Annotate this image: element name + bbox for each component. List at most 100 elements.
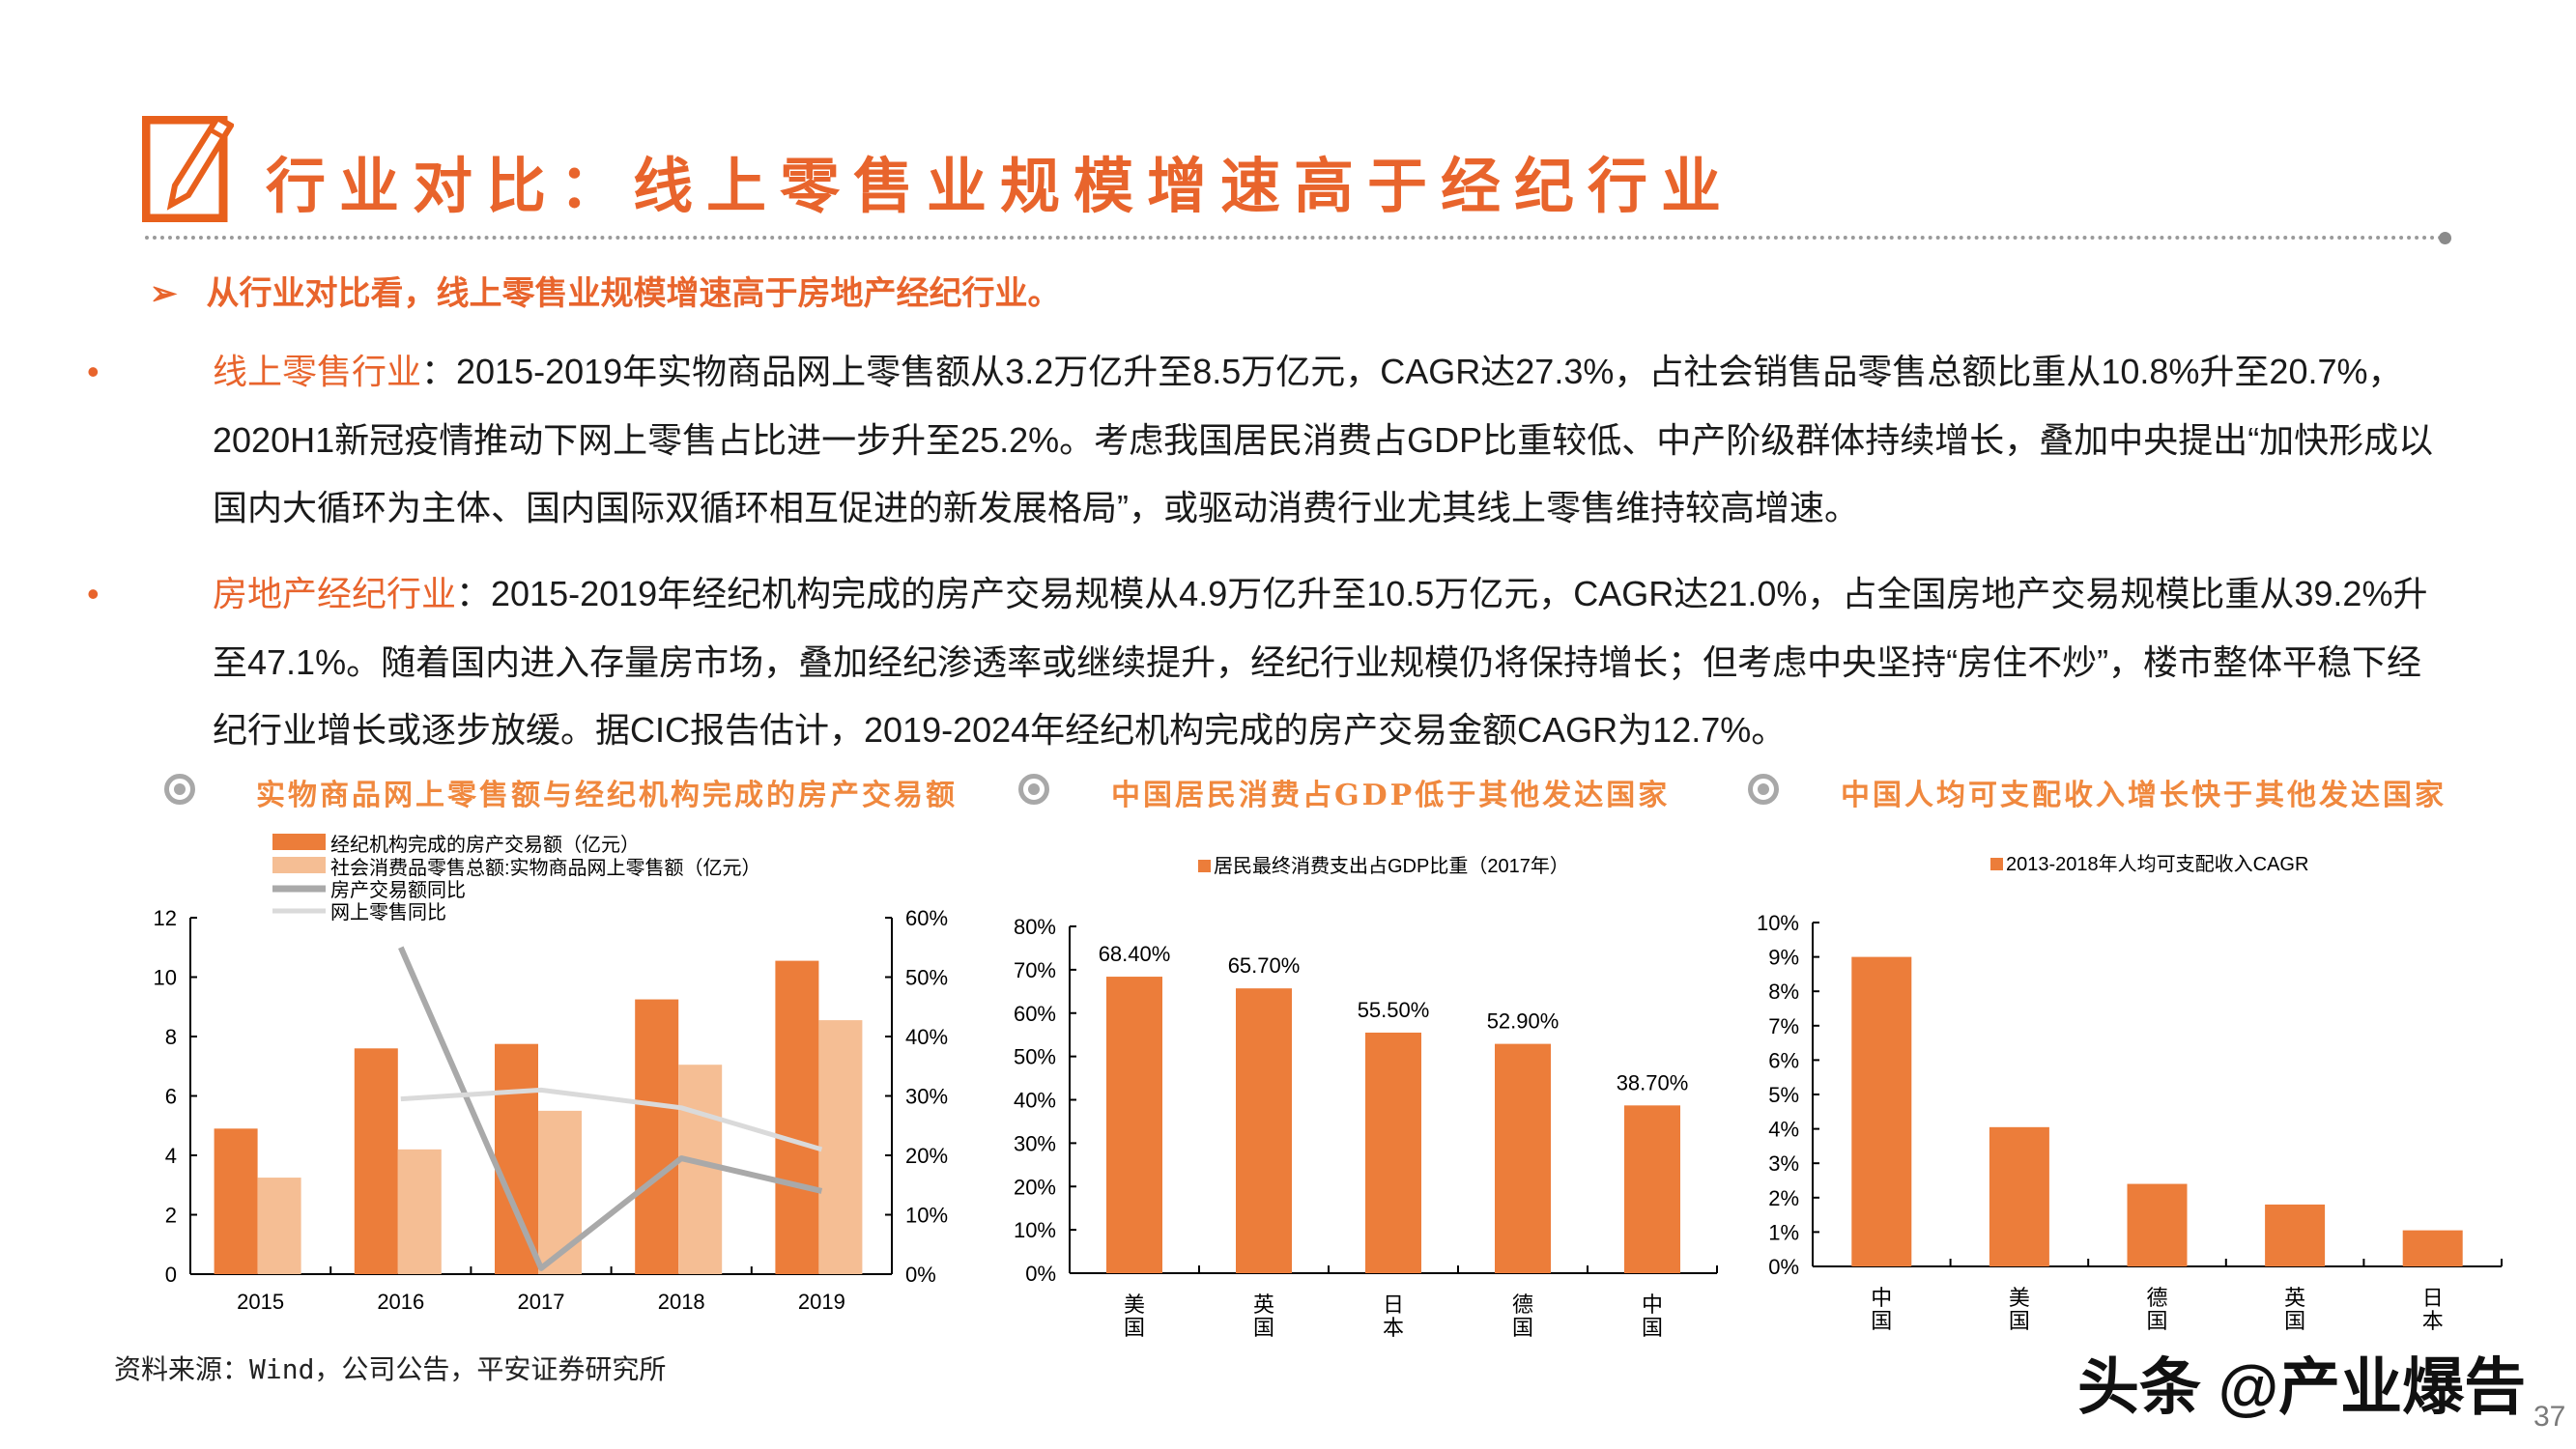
legend-label: 社会消费品零售总额:实物商品网上零售额（亿元） xyxy=(330,857,761,879)
x-tick-label: 日 xyxy=(2422,1286,2444,1310)
x-tick-label: 2016 xyxy=(377,1290,424,1314)
arrow-bullet-icon: ➢ xyxy=(150,274,178,313)
legend-label: 经纪机构完成的房产交易额（亿元） xyxy=(330,834,640,856)
x-tick-label: 德 xyxy=(2146,1286,2167,1310)
y-tick-label: 10 xyxy=(154,966,177,990)
x-tick-label: 英 xyxy=(2284,1286,2305,1310)
x-tick-label: 德 xyxy=(1512,1293,1533,1317)
section-title-3: 中国人均可支配收入增长快于其他发达国家 xyxy=(1841,779,2447,812)
watermark: 头条 @产业爆告 xyxy=(2077,1352,2527,1422)
x-tick-label: 国 xyxy=(2284,1309,2305,1333)
y-tick-label: 10% xyxy=(1014,1218,1056,1242)
title-divider xyxy=(145,236,2445,240)
legend-swatch xyxy=(1198,860,1211,872)
page-number: 37 xyxy=(2533,1401,2566,1433)
x-tick-label: 2017 xyxy=(518,1290,565,1314)
bar xyxy=(1236,988,1292,1273)
bar-brokerage xyxy=(214,1128,258,1274)
legend-label: 居民最终消费支出占GDP比重（2017年） xyxy=(1214,855,1569,877)
y-tick-label: 6 xyxy=(165,1085,177,1109)
x-tick-label: 国 xyxy=(1253,1316,1274,1340)
y-tick-label: 60% xyxy=(1014,1002,1056,1026)
bar xyxy=(1851,956,1912,1266)
y2-tick-label: 50% xyxy=(905,966,948,990)
x-tick-label: 2015 xyxy=(237,1290,284,1314)
y-tick-label: 80% xyxy=(1014,915,1056,939)
bar xyxy=(1624,1105,1680,1273)
x-tick-label: 美 xyxy=(2009,1286,2030,1310)
page-title: 行业对比：线上零售业规模增速高于经纪行业 xyxy=(266,151,1735,221)
bullet-text: ：2015-2019年经纪机构完成的房产交易规模从4.9万亿升至10.5万亿元，… xyxy=(213,574,2428,750)
bullet-real-estate-brokerage: • 房地产经纪行业：2015-2019年经纪机构完成的房产交易规模从4.9万亿升至… xyxy=(87,560,2449,764)
y-tick-label: 1% xyxy=(1768,1220,1799,1244)
bullet-label: 线上零售行业 xyxy=(213,353,422,392)
divider-end-dot xyxy=(2439,232,2451,244)
y-tick-label: 0% xyxy=(1025,1262,1056,1286)
y-tick-label: 2 xyxy=(165,1204,177,1228)
bar-online-retail xyxy=(257,1178,301,1274)
y-tick-label: 7% xyxy=(1768,1014,1799,1038)
x-tick-label: 中 xyxy=(1871,1286,1892,1310)
x-tick-label: 中 xyxy=(1642,1293,1663,1317)
y-tick-label: 70% xyxy=(1014,958,1056,982)
y-tick-label: 4% xyxy=(1768,1118,1799,1142)
bar-brokerage xyxy=(495,1043,538,1274)
x-tick-label: 国 xyxy=(1124,1316,1145,1340)
bar xyxy=(1495,1043,1551,1273)
bullet-online-retail: • 线上零售行业：2015-2019年实物商品网上零售额从3.2万亿升至8.5万亿… xyxy=(87,338,2449,542)
x-tick-label: 英 xyxy=(1253,1293,1274,1317)
y-tick-label: 12 xyxy=(154,906,177,930)
bullet-marker: • xyxy=(87,574,100,613)
y-tick-label: 0% xyxy=(1768,1255,1799,1279)
bar xyxy=(1365,1032,1421,1273)
section-ring-icon xyxy=(1748,774,1779,805)
data-label: 68.40% xyxy=(1099,942,1171,966)
x-tick-label: 美 xyxy=(1124,1293,1145,1317)
subheading: ➢ 从行业对比看，线上零售业规模增速高于房地产经纪行业。 xyxy=(150,267,1061,314)
data-label: 38.70% xyxy=(1617,1070,1689,1094)
source-note: 资料来源：Wind，公司公告，平安证券研究所 xyxy=(114,1353,667,1385)
x-tick-label: 国 xyxy=(2146,1309,2167,1333)
y2-tick-label: 40% xyxy=(905,1025,948,1049)
x-tick-label: 国 xyxy=(1642,1316,1663,1340)
legend-swatch xyxy=(272,857,326,873)
y-tick-label: 6% xyxy=(1768,1048,1799,1072)
bullet-marker: • xyxy=(87,352,100,391)
bar-brokerage xyxy=(354,1048,398,1274)
y-tick-label: 40% xyxy=(1014,1089,1056,1113)
legend-swatch xyxy=(1990,858,2003,870)
bar-brokerage xyxy=(775,960,819,1274)
data-label: 65.70% xyxy=(1228,953,1301,978)
line-house-yoy xyxy=(398,946,823,1271)
bar-online-retail xyxy=(818,1020,863,1274)
legend-label: 2013-2018年人均可支配收入CAGR xyxy=(2006,853,2308,875)
y-tick-label: 8 xyxy=(165,1025,177,1049)
x-tick-label: 国 xyxy=(1871,1309,1892,1333)
x-tick-label: 本 xyxy=(2422,1309,2444,1333)
bar-online-retail xyxy=(538,1110,582,1274)
bar xyxy=(1106,977,1162,1273)
line-online-yoy xyxy=(400,1087,823,1152)
y2-tick-label: 0% xyxy=(905,1263,936,1287)
bar xyxy=(2402,1230,2463,1266)
x-tick-label: 2019 xyxy=(798,1290,845,1314)
legend-label: 房产交易额同比 xyxy=(330,879,466,901)
x-tick-label: 日 xyxy=(1383,1293,1404,1317)
y2-tick-label: 10% xyxy=(905,1204,948,1228)
section-title-1: 实物商品网上零售额与经纪机构完成的房产交易额 xyxy=(256,779,958,812)
y-tick-label: 9% xyxy=(1768,946,1799,970)
data-label: 55.50% xyxy=(1358,998,1430,1022)
y-tick-label: 4 xyxy=(165,1144,177,1168)
x-tick-label: 本 xyxy=(1383,1316,1404,1340)
subheading-text: 从行业对比看，线上零售业规模增速高于房地产经纪行业。 xyxy=(206,274,1061,313)
bar xyxy=(1989,1126,2049,1266)
bullet-text: ：2015-2019年实物商品网上零售额从3.2万亿升至8.5万亿元，CAGR达… xyxy=(213,352,2434,527)
bar-brokerage xyxy=(635,999,679,1274)
bullet-label: 房地产经纪行业 xyxy=(213,575,457,614)
y-tick-label: 2% xyxy=(1768,1186,1799,1210)
y2-tick-label: 30% xyxy=(905,1085,948,1109)
y2-tick-label: 60% xyxy=(905,906,948,930)
y-tick-label: 30% xyxy=(1014,1131,1056,1155)
bar-online-retail xyxy=(678,1065,723,1274)
